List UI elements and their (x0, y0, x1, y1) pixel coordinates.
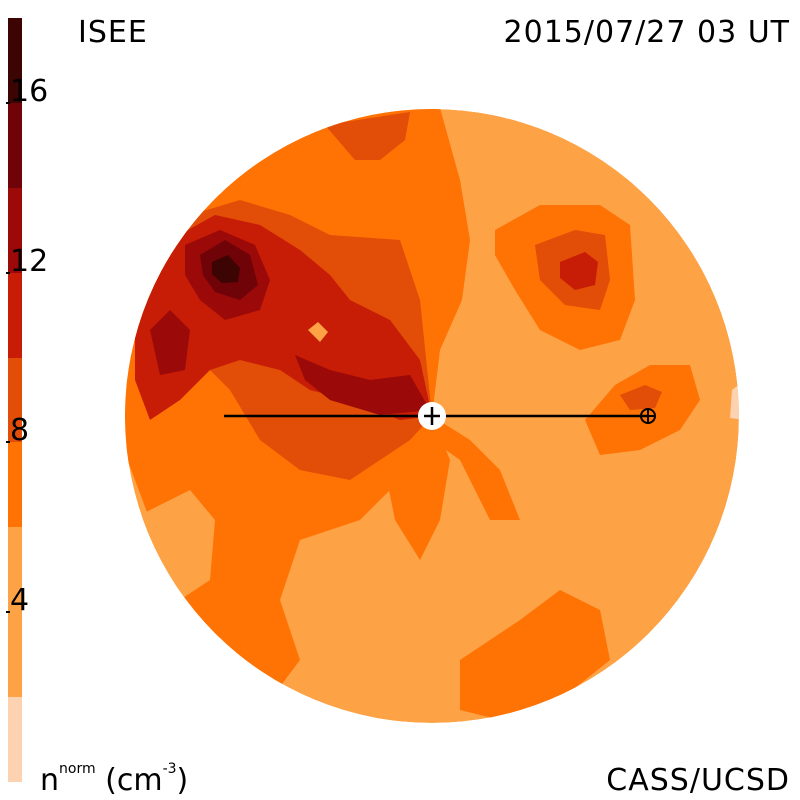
unit-close: ) (176, 763, 189, 798)
contour-region-southeast (460, 590, 610, 720)
colorbar-tick-label: 4 (10, 583, 30, 619)
unit-exponent: -3 (162, 761, 177, 777)
quantity-symbol: n (40, 763, 60, 798)
contour-region-hole (308, 322, 328, 342)
colorbar-segment (8, 442, 22, 528)
contour-region-east (585, 365, 700, 455)
colorbar-segment (8, 18, 22, 103)
earth-icon (640, 408, 656, 424)
contour-region-northeast-high (560, 252, 598, 290)
header-timestamp: 2015/07/27 03 UT (503, 15, 790, 50)
colorbar-tick (6, 611, 10, 614)
colorbar (8, 18, 22, 782)
colorbar-segment (8, 272, 22, 358)
colorbar-tick-label: 12 (10, 243, 49, 279)
colorbar-tick (6, 441, 10, 444)
colorbar-segment (8, 527, 22, 698)
contour-region-west-edge (150, 310, 190, 375)
unit-open: (cm (105, 763, 163, 798)
sun-icon (418, 402, 446, 430)
contour-region-east-mid (620, 385, 662, 410)
colorbar-segment (8, 187, 22, 273)
contour-region-lower-center (380, 416, 450, 560)
colorbar-segment (8, 697, 22, 782)
density-disc (125, 109, 739, 723)
colorbar-segment (8, 357, 22, 443)
contour-region-center-core (295, 355, 430, 415)
contour-region-west-max (212, 255, 240, 283)
contour-region-east-sliver (730, 380, 739, 420)
credit-label: CASS/UCSD (606, 763, 790, 798)
colorbar-tick (6, 101, 10, 104)
colorbar-tick-label: 16 (10, 73, 49, 109)
contour-region-north-mid (325, 112, 410, 160)
colorbar-tick (6, 271, 10, 274)
colorbar-tick-label: 8 (10, 413, 30, 449)
colorbar-segment (8, 102, 22, 188)
header-left-title: ISEE (78, 15, 148, 50)
quantity-superscript: norm (59, 761, 96, 777)
colorbar-unit-label: nnorm (cm-3) (40, 762, 189, 798)
